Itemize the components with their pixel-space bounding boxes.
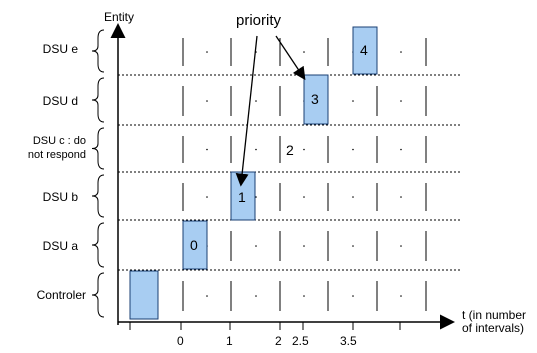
slot-box-0 xyxy=(182,220,208,270)
grid-dot-3-1 xyxy=(255,196,257,198)
dsu-c-slot-note: 2 xyxy=(286,142,294,158)
slot-label-1: 1 xyxy=(238,189,246,205)
grid-dot-3-0 xyxy=(206,196,208,198)
grid-dot-1-1 xyxy=(255,100,257,102)
grid-dot-3-3 xyxy=(352,196,354,198)
grid-dot-0-0 xyxy=(206,51,208,53)
x-tick-label-2-5: 2.5 xyxy=(292,334,309,348)
slot-label-3: 3 xyxy=(311,91,319,107)
y-axis-label: Entity xyxy=(104,10,135,24)
slot-boxes xyxy=(129,26,378,320)
priority-annotation: priority xyxy=(236,12,282,29)
grid-dot-4-4 xyxy=(400,245,402,247)
grid-dot-1-3 xyxy=(352,100,354,102)
x-axis-ticks xyxy=(129,322,401,330)
grid-dot-0-4 xyxy=(400,51,402,53)
row-label-dsu-e: DSU e xyxy=(42,42,78,56)
priority-arrows xyxy=(235,35,306,187)
grid-dot-4-1 xyxy=(255,245,257,247)
row-separators xyxy=(118,74,460,271)
row-brace-0 xyxy=(91,29,105,73)
grid-dot-2-2 xyxy=(303,148,305,151)
row-label-dsu-b: DSU b xyxy=(42,190,78,204)
row-label-dsu-c-line1: DSU c : do xyxy=(32,135,86,147)
grid-dot-3-2 xyxy=(303,196,305,198)
row-brace-2 xyxy=(91,127,105,170)
row-label-dsu-d: DSU d xyxy=(42,94,78,108)
grid-dot-5-4 xyxy=(400,295,402,297)
grid-dot-5-0 xyxy=(206,295,208,297)
row-label-controler: Controler xyxy=(36,288,86,302)
slot-box-3 xyxy=(303,74,329,125)
row-brace-3 xyxy=(91,174,105,218)
x-axis-label-line2: of intervals) xyxy=(462,321,525,335)
row-label-dsu-c-line2: not respond xyxy=(27,149,86,161)
row-brace-4 xyxy=(91,222,105,268)
x-tick-label-3-5: 3.5 xyxy=(340,334,357,348)
tick-grid xyxy=(182,38,427,311)
slot-box-4 xyxy=(352,26,378,75)
x-tick-label-2: 2 xyxy=(275,334,282,348)
x-tick-label-0: 0 xyxy=(177,334,184,348)
row-brace-1 xyxy=(91,77,105,123)
slot-box-controler xyxy=(129,270,159,320)
x-axis-label-line1: t (in number xyxy=(462,308,527,322)
x-tick-label-1: 1 xyxy=(226,334,233,348)
grid-dot-2-0 xyxy=(206,148,208,151)
grid-dot-5-1 xyxy=(255,295,257,297)
grid-dot-2-1 xyxy=(255,148,257,151)
row-braces xyxy=(91,29,105,318)
grid-dot-4-2 xyxy=(303,245,305,247)
grid-dot-3-4 xyxy=(400,196,402,198)
priority-arrow-to-1 xyxy=(235,35,258,187)
slot-label-0: 0 xyxy=(190,237,198,253)
row-label-dsu-a: DSU a xyxy=(42,239,78,253)
grid-dot-1-4 xyxy=(400,100,402,102)
slot-label-4: 4 xyxy=(360,42,368,58)
grid-dot-5-2 xyxy=(303,295,305,297)
grid-dot-4-3 xyxy=(352,245,354,247)
grid-dot-2-4 xyxy=(400,148,402,151)
grid-dot-0-2 xyxy=(303,51,305,53)
priority-arrow-to-3 xyxy=(275,35,306,81)
grid-dot-1-0 xyxy=(206,100,208,102)
grid-dot-5-3 xyxy=(352,295,354,297)
grid-dot-2-3 xyxy=(352,148,354,151)
row-brace-5 xyxy=(91,272,105,318)
